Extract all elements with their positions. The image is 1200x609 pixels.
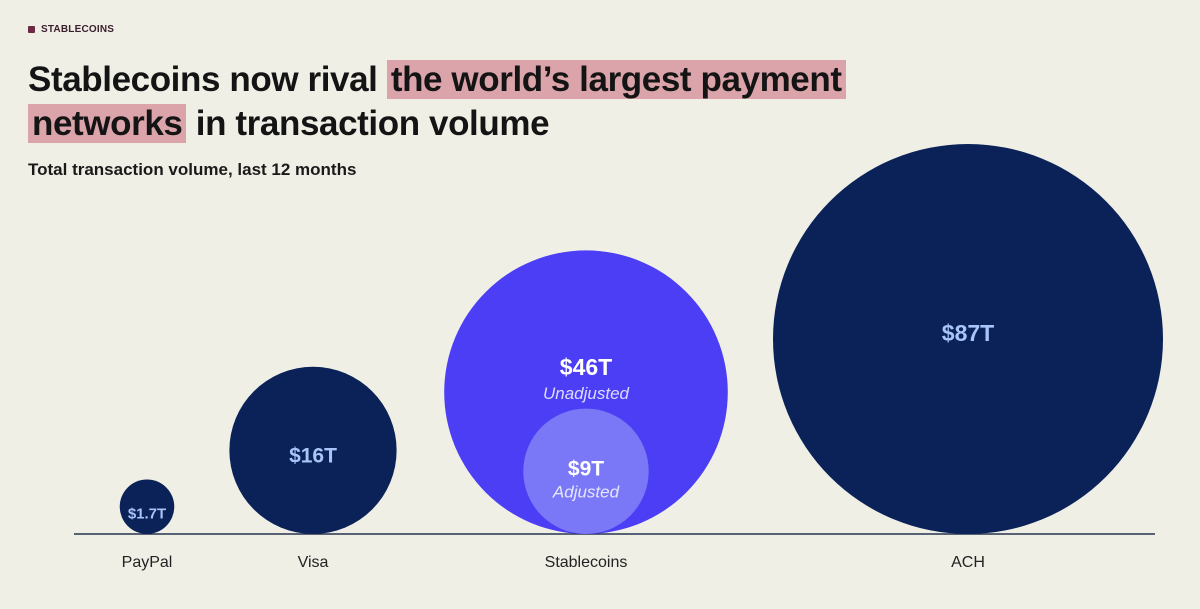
value-label-paypal: $1.7T (128, 506, 166, 523)
headline: Stablecoins now rival the world’s larges… (28, 58, 928, 146)
value-label-stablecoins-inner: $9T (568, 457, 604, 480)
headline-part-2: in transaction volume (186, 104, 550, 143)
bubble-paypal (119, 479, 175, 534)
section-tag-label: STABLECOINS (41, 24, 115, 35)
chart-subtitle: Total transaction volume, last 12 months (28, 160, 357, 179)
category-label-paypal: PayPal (122, 554, 173, 571)
category-label-ach: ACH (951, 554, 985, 571)
sublabel-stablecoins: Unadjusted (543, 384, 630, 403)
sublabel-stablecoins-inner: Adjusted (552, 482, 620, 501)
bubble-stablecoins-inner (523, 408, 649, 534)
headline-highlight-1: the world’s largest payment (386, 60, 846, 99)
value-label-visa: $16T (289, 444, 337, 467)
category-label-visa: Visa (298, 554, 329, 571)
bubble-visa (229, 366, 397, 534)
category-label-stablecoins: Stablecoins (545, 554, 628, 571)
bubble-stablecoins (444, 250, 728, 535)
bubble-ach (773, 144, 1163, 534)
value-label-ach: $87T (942, 320, 994, 346)
value-label-stablecoins: $46T (560, 354, 612, 380)
headline-part-1: Stablecoins now rival (28, 60, 387, 99)
tag-square-icon (28, 26, 35, 33)
headline-highlight-2: networks (28, 104, 187, 143)
section-tag: STABLECOINS (28, 24, 114, 35)
